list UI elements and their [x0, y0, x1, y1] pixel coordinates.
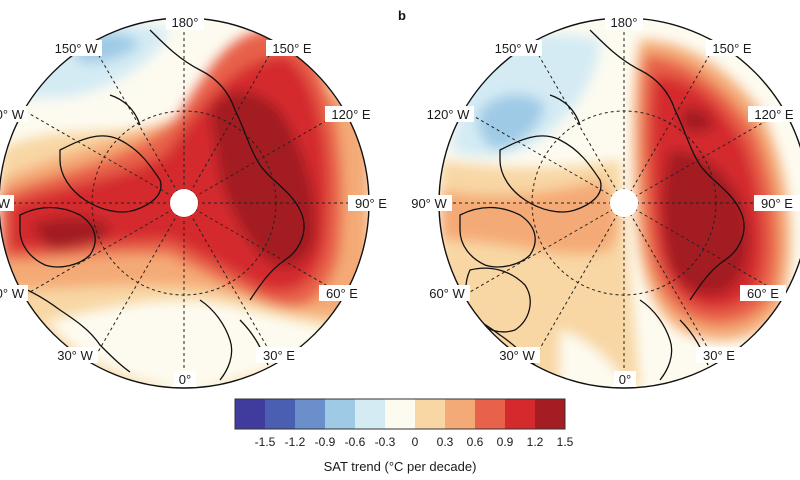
polar-map-panel-a: 180° 150° E 120° E 90° E 60° E 30° E 0° …: [0, 14, 394, 389]
lon-label-n: 180°: [611, 15, 638, 30]
lon-label-e: 90° E: [761, 196, 793, 211]
colorbar-tick-label: 0.6: [467, 435, 484, 449]
panel-letter-b: b: [398, 8, 406, 23]
colorbar-tick-label: -1.2: [285, 435, 306, 449]
lon-label-wnw: 120° W: [427, 107, 471, 122]
colorbar-tick-label: 1.5: [557, 435, 574, 449]
lon-label-sse: 30° E: [703, 348, 735, 363]
lon-label-e: 90° E: [355, 196, 387, 211]
colorbar-swatch: [385, 399, 415, 429]
colorbar-tick-label: 1.2: [527, 435, 544, 449]
pole-hole-b: [610, 189, 638, 217]
colorbar-tick-label: -1.5: [255, 435, 276, 449]
colorbar-swatch: [475, 399, 505, 429]
lon-label-wnw: 120° W: [0, 107, 25, 122]
lon-label-ssw: 30° W: [499, 348, 535, 363]
colorbar-tick-label: 0.3: [437, 435, 454, 449]
lon-label-ene: 120° E: [754, 107, 794, 122]
graticule-a: [0, 18, 369, 388]
lon-label-nne: 150° E: [712, 41, 752, 56]
lon-label-s: 0°: [619, 372, 631, 387]
sat-trend-field-a: [0, 18, 369, 388]
colorbar-tick-label: 0: [412, 435, 419, 449]
lon-label-ene: 120° E: [331, 107, 371, 122]
lon-label-nne: 150° E: [272, 41, 312, 56]
lon-label-ssw: 30° W: [57, 348, 93, 363]
colorbar-title: SAT trend (°C per decade): [324, 459, 477, 474]
lon-label-ese: 60° E: [326, 286, 358, 301]
colorbar-swatch: [355, 399, 385, 429]
lon-label-sse: 30° E: [263, 348, 295, 363]
lon-label-nnw: 150° W: [495, 41, 539, 56]
lon-label-ese: 60° E: [747, 286, 779, 301]
colorbar-tick-label: -0.3: [375, 435, 396, 449]
lon-label-n: 180°: [172, 15, 199, 30]
colorbar-swatch: [325, 399, 355, 429]
graticule-b: [439, 18, 800, 388]
colorbar-swatch: [235, 399, 265, 429]
pole-hole-a: [170, 189, 198, 217]
colorbar-tick-label: -0.9: [315, 435, 336, 449]
lon-label-w: 90° W: [411, 196, 447, 211]
colorbar-swatch: [445, 399, 475, 429]
colorbar-frame: [234, 398, 566, 430]
lon-label-nnw: 150° W: [55, 41, 99, 56]
colorbar-swatch: [265, 399, 295, 429]
colorbar-swatch: [535, 399, 565, 429]
lon-label-w: 90° W: [0, 196, 11, 211]
colorbar-swatch: [415, 399, 445, 429]
lon-label-wsw: 60° W: [429, 286, 465, 301]
lon-label-wsw: 60° W: [0, 286, 25, 301]
polar-map-panel-b: b 180° 150° E 120° E 90° E 60° E 30° E 0…: [398, 8, 800, 389]
colorbar-swatch: [505, 399, 535, 429]
colorbar: SAT trend (°C per decade) -1.5 -1.2 -0.9 -0…: [234, 398, 574, 474]
colorbar-swatch: [295, 399, 325, 429]
colorbar-tick-label: 0.9: [497, 435, 514, 449]
lon-label-s: 0°: [179, 372, 191, 387]
colorbar-tick-label: -0.6: [345, 435, 366, 449]
sat-trend-field-b: [439, 18, 800, 388]
